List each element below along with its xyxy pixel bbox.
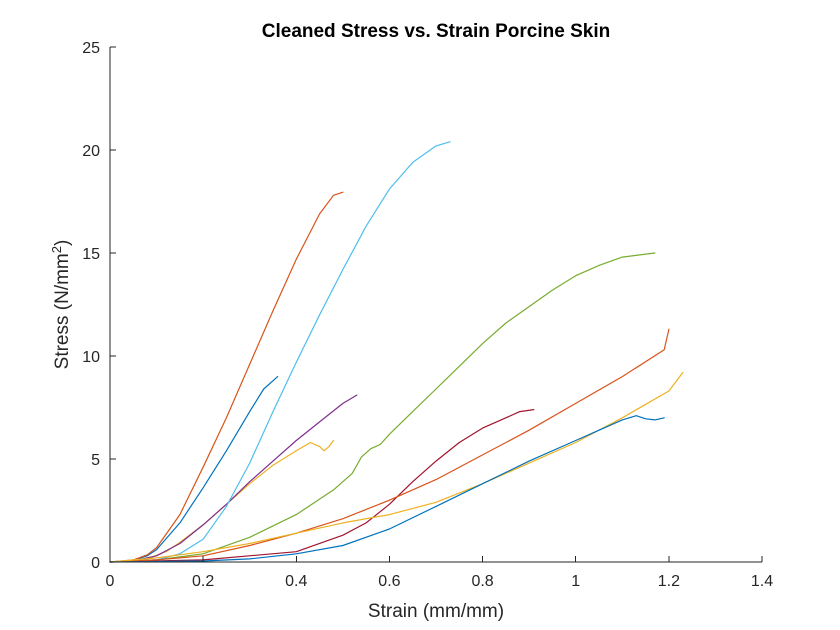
- x-ticks: 0 0.2 0.4 0.6 0.8 1 1.2 1.4: [106, 556, 773, 590]
- x-tick-label: 1: [571, 573, 580, 590]
- series-line-4: [109, 394, 358, 563]
- x-tick-label: 0.2: [192, 573, 214, 590]
- series-line-6: [109, 141, 451, 563]
- series-line-9: [109, 371, 684, 563]
- y-tick-label: 0: [91, 555, 100, 572]
- y-tick-label: 25: [82, 40, 100, 57]
- x-tick-label: 0.4: [285, 573, 307, 590]
- series-line-2: [109, 191, 344, 563]
- x-tick-label: 0: [106, 573, 115, 590]
- y-tick-label: 20: [82, 143, 100, 160]
- y-axis-label: Stress (N/mm2): [49, 240, 74, 370]
- x-axis-label: Strain (mm/mm): [368, 601, 504, 622]
- y-tick-label: 5: [91, 452, 100, 469]
- x-tick-label: 1.2: [658, 573, 680, 590]
- series-layer: [109, 141, 684, 563]
- series-line-1: [109, 376, 279, 563]
- series-line-10: [109, 415, 665, 563]
- x-tick-label: 0.8: [471, 573, 493, 590]
- series-line-5: [109, 252, 656, 563]
- series-line-7: [109, 409, 535, 563]
- y-tick-label: 10: [82, 349, 100, 366]
- x-tick-label: 1.4: [751, 573, 773, 590]
- y-tick-label: 15: [82, 246, 100, 263]
- x-tick-label: 0.6: [378, 573, 400, 590]
- series-line-8: [109, 328, 670, 563]
- axes-layer: [109, 47, 762, 563]
- y-ticks: 0 5 10 15 20 25: [82, 40, 116, 572]
- chart-title: Cleaned Stress vs. Strain Porcine Skin: [262, 21, 610, 42]
